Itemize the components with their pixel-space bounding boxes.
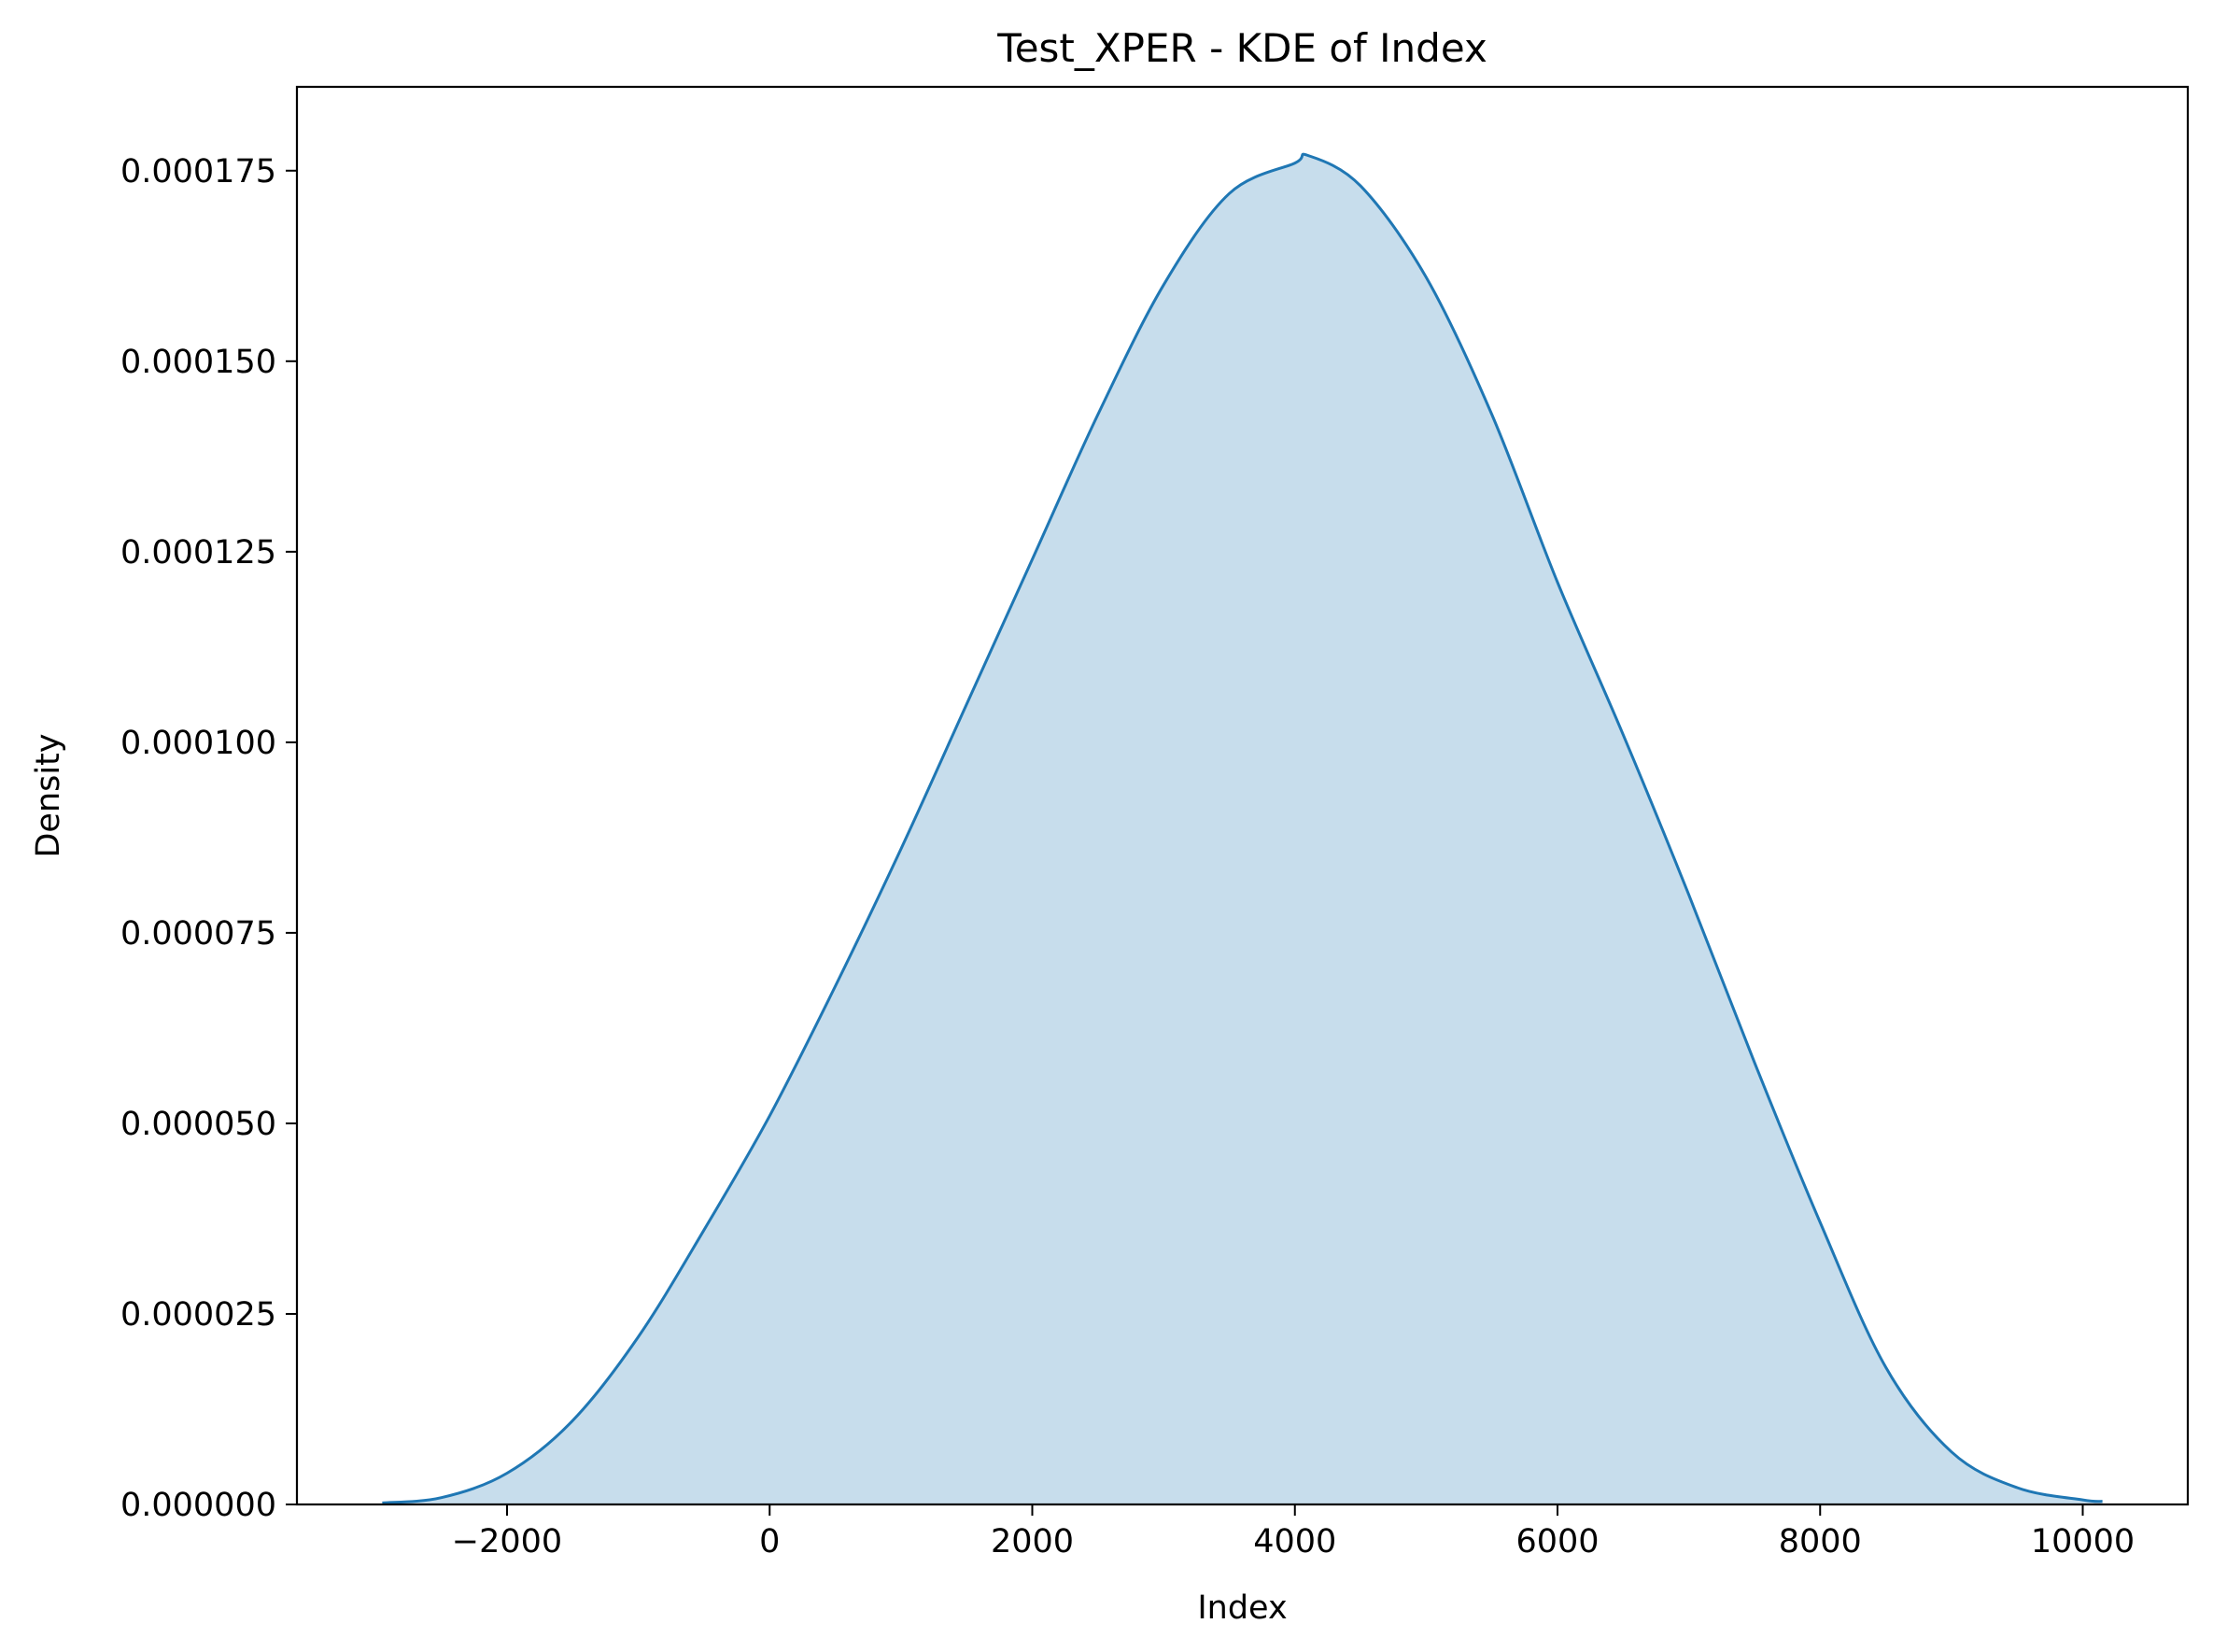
plot-area — [382, 152, 2103, 1504]
y-tick-label: 0.000150 — [120, 344, 276, 381]
y-tick-label: 0.000000 — [120, 1487, 276, 1524]
x-tick-label: −2000 — [452, 1523, 562, 1560]
chart-title: Test_XPER - KDE of Index — [996, 25, 1487, 71]
x-tick-label: 8000 — [1779, 1523, 1862, 1560]
y-tick-label: 0.000100 — [120, 725, 276, 762]
x-tick-label: 2000 — [991, 1523, 1074, 1560]
x-tick-label: 4000 — [1253, 1523, 1336, 1560]
x-tick-label: 0 — [759, 1523, 780, 1560]
y-tick-label: 0.000050 — [120, 1106, 276, 1143]
y-tick-label: 0.000175 — [120, 153, 276, 191]
kde-fill-area — [382, 154, 2103, 1504]
y-axis-label: Density — [30, 733, 67, 857]
axes-frame — [295, 85, 2190, 1506]
x-tick-label: 10000 — [2031, 1523, 2135, 1560]
y-tick-label: 0.000025 — [120, 1296, 276, 1334]
y-tick-label: 0.000075 — [120, 915, 276, 953]
axis-ticks: −2000 0 2000 4000 6000 8000 10000 0.000000 0.000… — [120, 153, 2135, 1560]
kde-curve-line — [382, 152, 2103, 1504]
x-tick-label: 6000 — [1515, 1523, 1599, 1560]
y-tick-label: 0.000125 — [120, 534, 276, 572]
x-axis-label: Index — [1197, 1589, 1287, 1627]
